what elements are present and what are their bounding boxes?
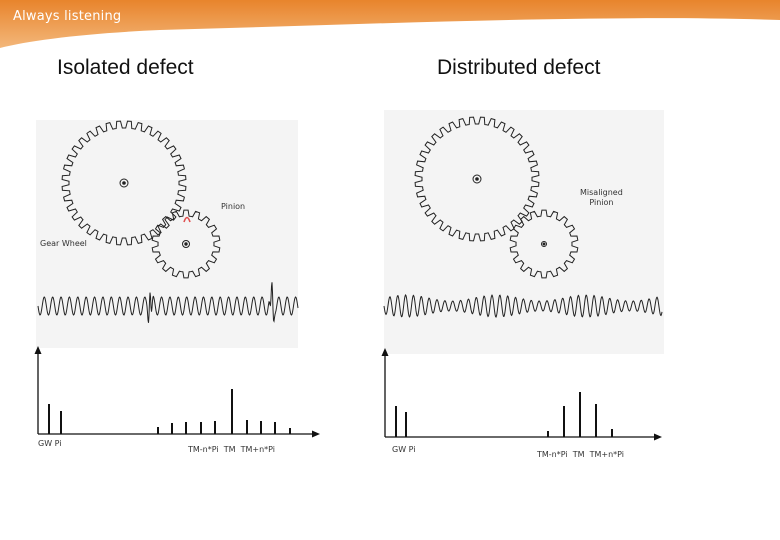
right-gear-wheel — [414, 116, 540, 242]
header-banner — [0, 0, 780, 48]
left-wheel-hub — [119, 178, 129, 188]
left-spectrum-right-label: TM-n*Pi TM TM+n*Pi — [188, 445, 276, 454]
right-wheel-hub — [472, 174, 482, 184]
left-gear-wheel — [61, 120, 187, 246]
right-pinion-hub — [541, 241, 547, 247]
gear-hubs — [119, 174, 547, 248]
isolated-defect-title: Isolated defect — [57, 56, 194, 79]
right-spectrum-lines — [395, 392, 613, 437]
banner-text: Always listening — [13, 9, 122, 24]
left-spectrum-axes — [34, 346, 320, 438]
right-vibration-signal — [383, 294, 663, 318]
right-spectrum-axes — [381, 348, 662, 441]
right-spectrum-left-label: GW Pi — [392, 445, 416, 454]
right-spectrum-right-label: TM-n*Pi TM TM+n*Pi — [537, 450, 625, 459]
left-spectrum-lines — [48, 389, 291, 434]
left-spectrum-left-label: GW Pi — [38, 439, 62, 448]
distributed-defect-title: Distributed defect — [437, 56, 601, 79]
misaligned-pinion-label: Misaligned Pinion — [580, 188, 623, 207]
gear-wheel-label: Gear Wheel — [40, 239, 87, 248]
left-pinion-hub — [182, 240, 190, 248]
defect-mark — [183, 216, 191, 223]
right-pinion — [509, 209, 579, 279]
pinion-label: Pinion — [221, 202, 246, 211]
left-vibration-signal — [37, 282, 299, 323]
left-pinion — [151, 209, 221, 279]
